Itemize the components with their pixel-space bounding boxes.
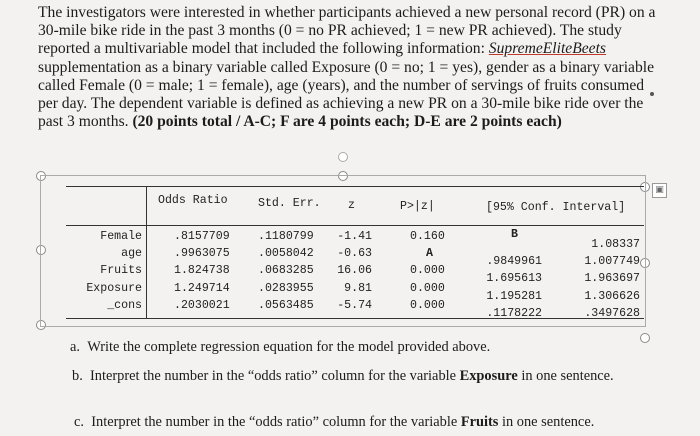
question-c-letter: c. [74, 414, 84, 430]
cursor-dot [650, 92, 654, 96]
question-a: a. Write the complete regression equatio… [70, 339, 630, 357]
resize-handle-left-mid[interactable] [36, 245, 46, 255]
question-intro: The investigators were interested in whe… [38, 4, 666, 131]
question-c-text-1: Interpret the number in the “odds ratio”… [91, 414, 461, 430]
image-frame[interactable] [40, 175, 646, 327]
ci-upper-cell: 1.007749 [584, 255, 640, 269]
ci-upper-cell: 1.963697 [584, 272, 640, 286]
p-value-cell: 0.160 [410, 230, 445, 243]
std-err-cell: .1180799 [258, 230, 314, 243]
rotate-handle[interactable] [338, 152, 348, 162]
row-name: Fruits [100, 264, 142, 278]
regression-table: Odds Ratio Std. Err. z P>|z| [95% Conf. … [66, 186, 644, 328]
question-b-variable: Exposure [459, 368, 518, 384]
question-c-text-2: in one sentence. [498, 414, 595, 430]
intro-text-2: supplementation as a binary variable cal… [38, 58, 654, 131]
ci-lower-cell: B [511, 228, 518, 241]
question-a-text: Write the complete regression equation f… [87, 339, 491, 355]
resize-handle-top-left[interactable] [36, 171, 46, 181]
question-b: b. Interpret the number in the “odds rat… [72, 368, 632, 386]
z-cell: 16.06 [337, 264, 372, 278]
row-name: Female [100, 230, 142, 243]
supplement-name: SupremeEliteBeets [488, 40, 606, 58]
table-header-rule [66, 225, 644, 226]
question-b-text-1: Interpret the number in the “odds ratio”… [90, 368, 460, 384]
std-err-cell: .0058042 [258, 247, 314, 261]
ci-lower-cell: .1178222 [486, 306, 542, 320]
std-err-cell: .0283955 [258, 281, 314, 295]
z-cell: -1.41 [337, 230, 372, 243]
ci-lower-cell: .9849961 [486, 255, 542, 269]
header-p: P>|z| [400, 200, 435, 213]
question-b-text-2: in one sentence. [517, 368, 614, 384]
table-top-rule [66, 186, 644, 187]
p-value-cell: 0.000 [410, 281, 445, 295]
ci-lower-cell: 1.695613 [486, 272, 542, 286]
question-a-letter: a. [70, 339, 80, 355]
row-name: Exposure [86, 281, 142, 295]
question-c: c. Interpret the number in the “odds rat… [74, 414, 674, 432]
std-err-cell: .0563485 [258, 298, 314, 312]
odds-ratio-cell: .8157709 [174, 230, 230, 243]
resize-handle-top-mid[interactable] [338, 171, 348, 181]
ci-upper-cell: 1.08337 [591, 238, 640, 251]
header-z: z [348, 199, 355, 212]
points-note: (20 points total / A-C; F are 4 points e… [132, 113, 562, 131]
p-value-cell: 0.000 [410, 298, 445, 312]
row-name: _cons [107, 298, 142, 312]
p-value-cell: 0.000 [410, 264, 445, 278]
odds-ratio-cell: 1.824738 [174, 264, 230, 278]
row-name: age [121, 247, 142, 261]
header-odds-ratio: Odds Ratio [158, 194, 228, 207]
odds-ratio-cell: .9963075 [174, 247, 230, 261]
odds-ratio-cell: .2030021 [174, 298, 230, 312]
p-value-cell: A [426, 247, 433, 261]
z-cell: 9.81 [344, 281, 372, 295]
intro-text-1: The investigators were interested in whe… [38, 4, 656, 58]
std-err-cell: .0683285 [258, 264, 314, 278]
question-c-variable: Fruits [460, 414, 499, 430]
odds-ratio-cell: 1.249714 [174, 281, 230, 295]
image-icon[interactable]: ▣ [652, 183, 667, 198]
table-bottom-rule [66, 318, 644, 319]
header-std-err: Std. Err. [258, 197, 321, 210]
table-stub-rule [146, 186, 147, 318]
resize-handle-bottom-left[interactable] [36, 320, 46, 330]
ci-upper-cell: .3497628 [584, 306, 640, 320]
z-cell: -0.63 [337, 247, 372, 261]
header-ci: [95% Conf. Interval] [486, 201, 626, 214]
ci-lower-cell: 1.195281 [486, 289, 542, 303]
resize-handle-bottom-right[interactable] [640, 333, 650, 343]
question-b-letter: b. [72, 368, 83, 384]
z-cell: -5.74 [337, 298, 372, 312]
ci-upper-cell: 1.306626 [584, 289, 640, 303]
